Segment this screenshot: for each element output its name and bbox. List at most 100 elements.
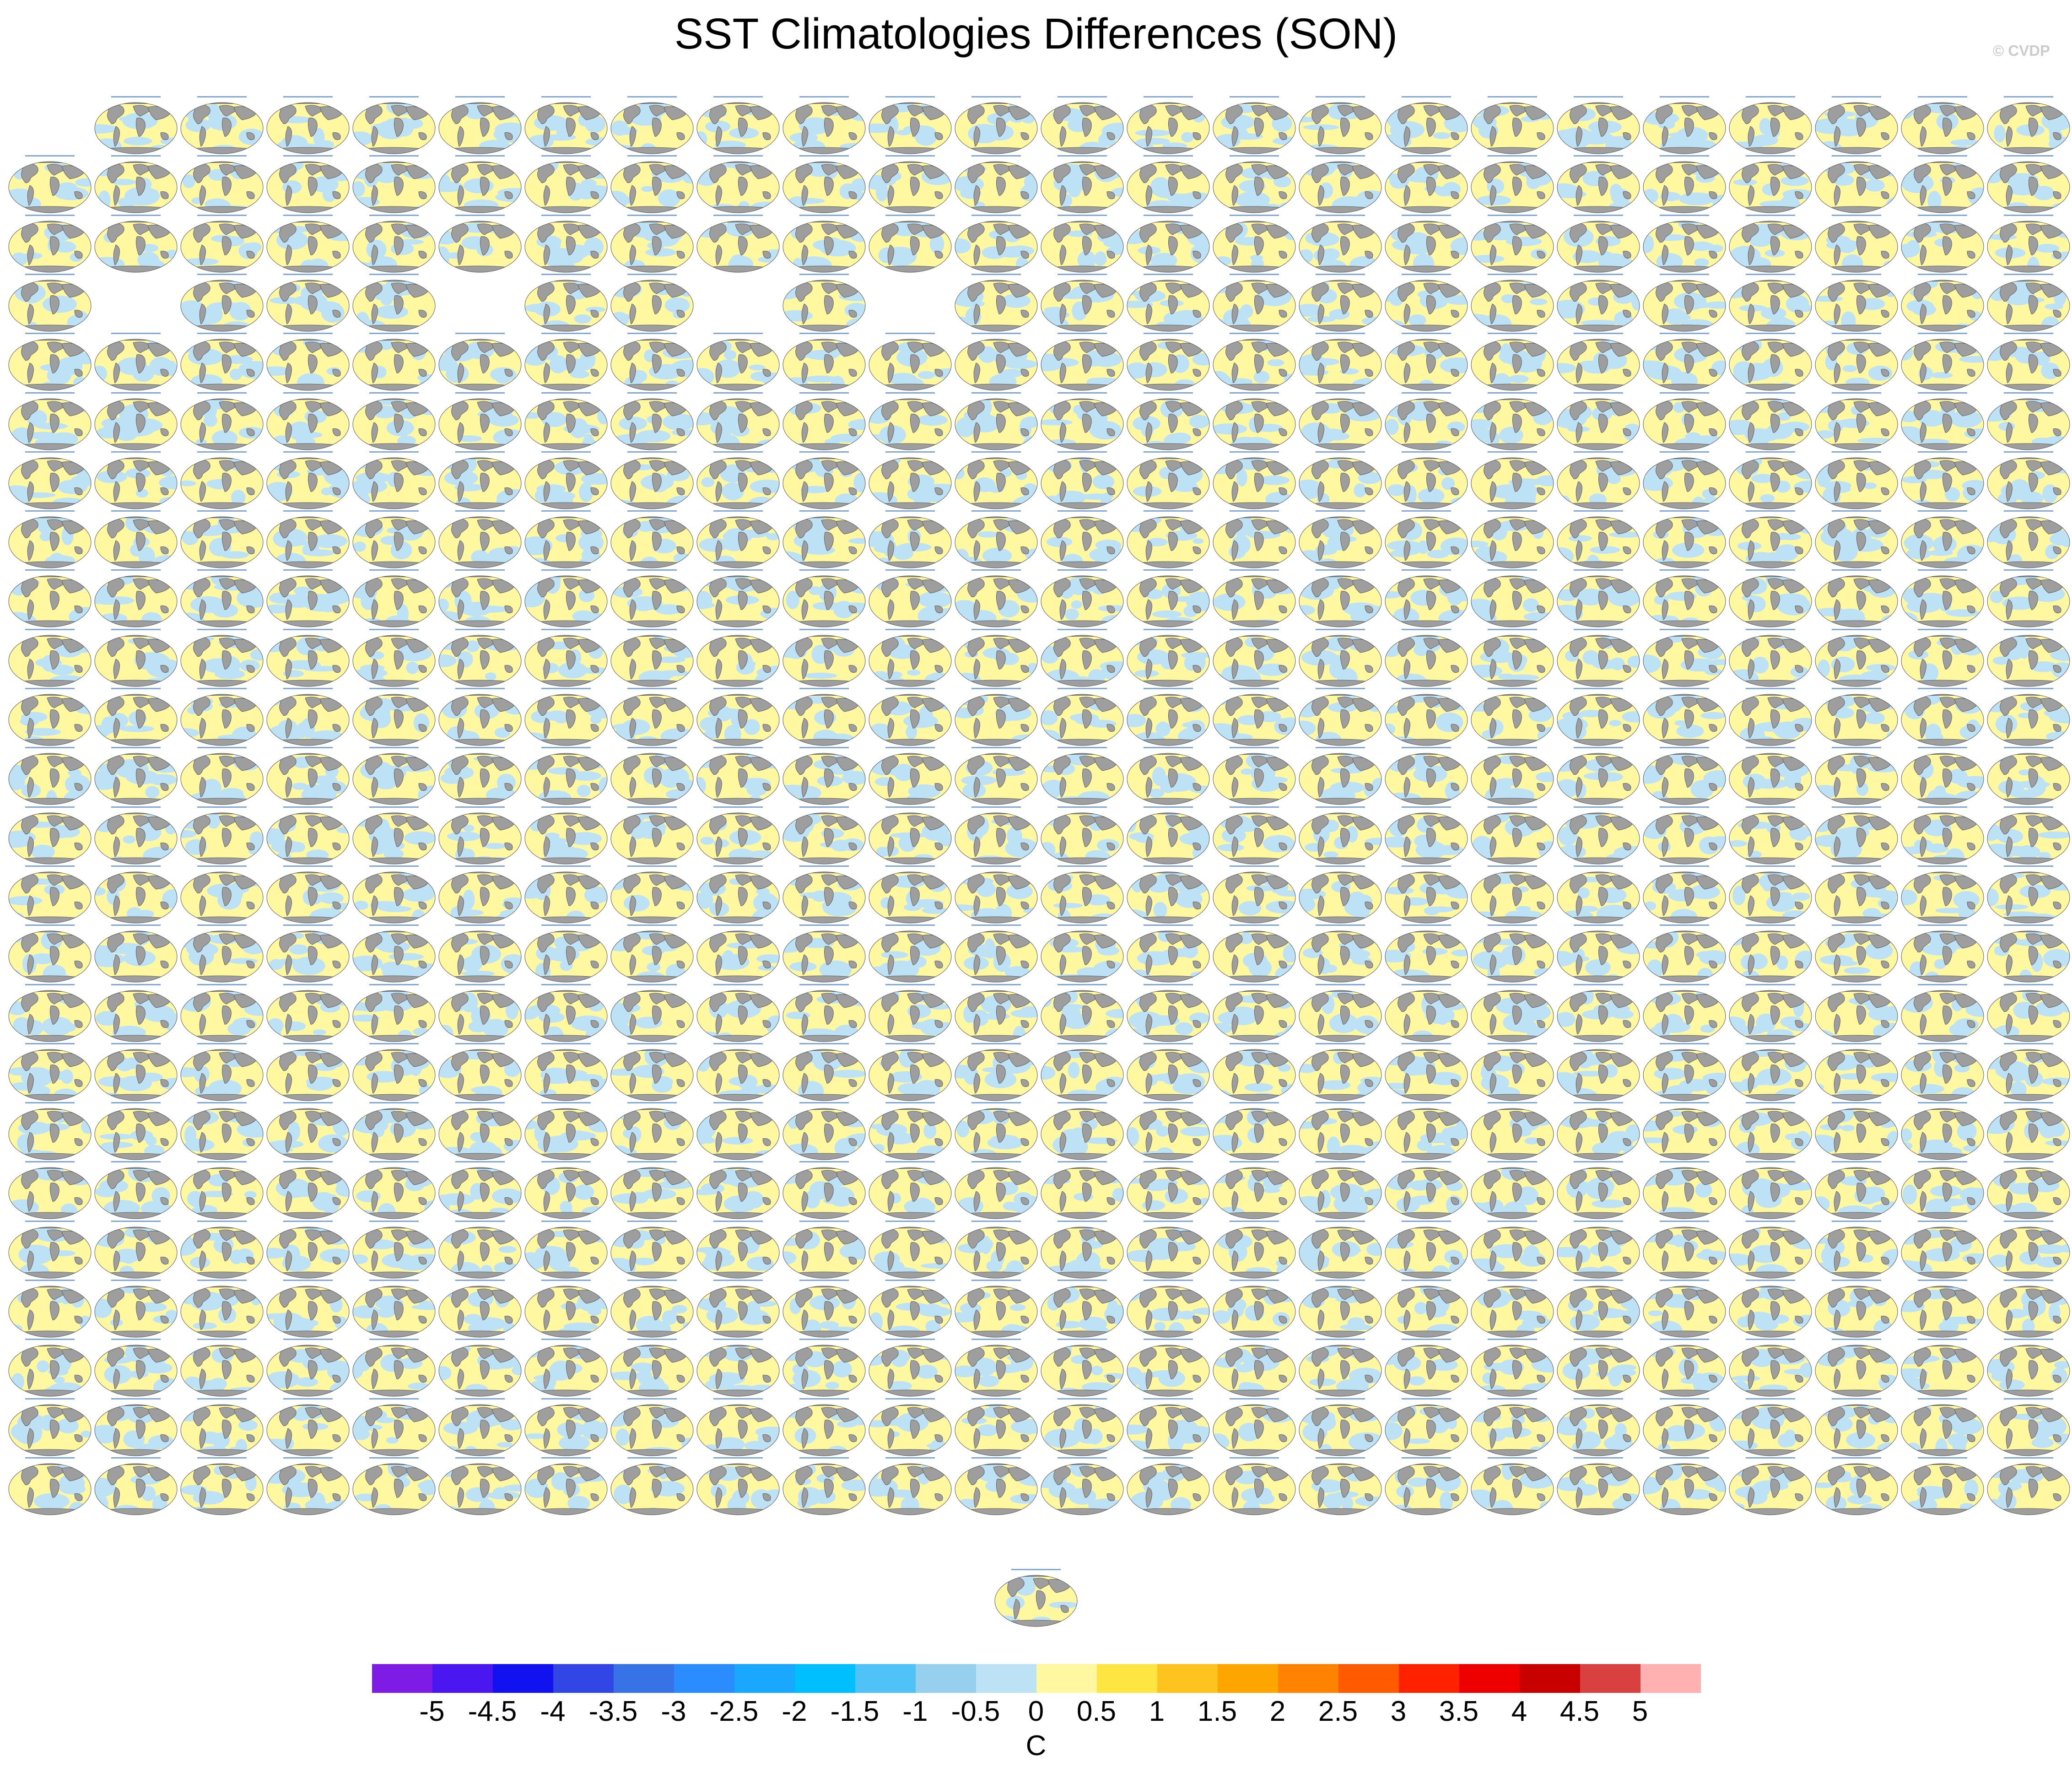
world-map-icon bbox=[94, 221, 178, 273]
map-panel bbox=[1383, 924, 1469, 984]
panel-title bbox=[437, 1337, 523, 1342]
panel-title bbox=[523, 1455, 609, 1461]
map-panel bbox=[1039, 1280, 1125, 1339]
world-map-icon bbox=[1729, 753, 1812, 805]
panel-title bbox=[7, 686, 93, 692]
map-panel bbox=[93, 1161, 179, 1221]
map-panel bbox=[781, 569, 867, 629]
map-panel bbox=[609, 214, 695, 274]
map-panel bbox=[265, 806, 351, 866]
colorbar-box bbox=[1640, 1664, 1701, 1693]
panel-title bbox=[437, 1159, 523, 1165]
world-map-icon bbox=[1213, 990, 1296, 1042]
map-panel bbox=[1297, 806, 1383, 866]
map-panel bbox=[1469, 924, 1555, 984]
map-panel bbox=[867, 1457, 953, 1517]
panel-title bbox=[265, 331, 351, 336]
world-map-icon bbox=[1385, 102, 1468, 154]
world-map-icon bbox=[696, 753, 780, 805]
world-map-icon bbox=[8, 161, 92, 213]
panel-title bbox=[953, 508, 1039, 514]
panel-title bbox=[93, 508, 179, 514]
world-map-icon bbox=[438, 516, 522, 568]
world-map-icon bbox=[1127, 812, 1210, 865]
world-map-icon bbox=[869, 812, 952, 865]
map-panel bbox=[1641, 1043, 1727, 1102]
world-map-icon bbox=[1299, 753, 1382, 805]
map-panel bbox=[695, 628, 781, 688]
panel-title bbox=[351, 1219, 437, 1224]
map-panel bbox=[437, 1457, 523, 1517]
map-panel bbox=[1469, 333, 1555, 392]
map-panel bbox=[265, 333, 351, 392]
world-map-icon bbox=[782, 457, 866, 509]
map-panel bbox=[1211, 924, 1297, 984]
world-map-icon bbox=[180, 457, 264, 509]
panel-title bbox=[781, 982, 867, 988]
world-map-icon bbox=[438, 812, 522, 865]
world-map-icon bbox=[1643, 930, 1726, 983]
map-panel bbox=[953, 1220, 1039, 1280]
map-panel bbox=[609, 1339, 695, 1398]
world-map-icon bbox=[869, 1404, 952, 1456]
world-map-icon bbox=[955, 516, 1038, 568]
world-map-icon bbox=[266, 1404, 350, 1456]
panel-title bbox=[1383, 94, 1469, 100]
map-panel bbox=[351, 984, 437, 1043]
map-panel bbox=[1039, 984, 1125, 1043]
world-map-icon bbox=[352, 812, 436, 865]
map-panel bbox=[1899, 96, 1986, 156]
panel-title bbox=[609, 390, 695, 396]
panel-title bbox=[781, 272, 867, 277]
map-panel bbox=[1039, 1161, 1125, 1221]
panel-title bbox=[1211, 1219, 1297, 1224]
world-map-icon bbox=[610, 516, 694, 568]
panel-title bbox=[93, 1337, 179, 1342]
map-panel bbox=[1125, 1457, 1211, 1517]
map-panel bbox=[523, 569, 609, 629]
world-map-icon bbox=[955, 339, 1038, 391]
panel-title bbox=[1555, 1219, 1641, 1224]
map-panel bbox=[1555, 865, 1641, 925]
panel-title bbox=[1469, 1278, 1555, 1283]
world-map-icon bbox=[1471, 339, 1554, 391]
panel-title bbox=[1813, 1396, 1899, 1402]
map-panel bbox=[1383, 96, 1469, 156]
panel-title bbox=[1899, 864, 1986, 869]
map-panel bbox=[1641, 214, 1727, 274]
world-map-icon bbox=[352, 1463, 436, 1515]
map-panel bbox=[1727, 569, 1813, 629]
map-panel bbox=[1125, 1043, 1211, 1102]
world-map-icon bbox=[1041, 930, 1124, 983]
map-panel bbox=[1383, 865, 1469, 925]
world-map-icon bbox=[524, 990, 608, 1042]
map-panel bbox=[265, 688, 351, 747]
world-map-icon bbox=[1557, 930, 1640, 983]
map-panel bbox=[7, 1398, 93, 1458]
panel-title bbox=[1641, 627, 1727, 632]
panel-title bbox=[695, 390, 781, 396]
map-panel bbox=[1125, 273, 1211, 333]
world-map-icon bbox=[696, 575, 780, 627]
map-panel bbox=[1469, 510, 1555, 570]
panel-title bbox=[867, 213, 953, 218]
map-panel bbox=[1641, 96, 1727, 156]
world-map-icon bbox=[1299, 516, 1382, 568]
panel-title bbox=[523, 567, 609, 573]
world-map-icon bbox=[438, 457, 522, 509]
map-panel bbox=[695, 155, 781, 215]
panel-title bbox=[1727, 627, 1813, 632]
colorbar-tick-label: 3 bbox=[1390, 1696, 1407, 1727]
colorbar-tick-label: 1 bbox=[1149, 1696, 1165, 1727]
map-panel bbox=[523, 747, 609, 806]
panel-title bbox=[1383, 1455, 1469, 1461]
world-map-icon bbox=[1987, 1345, 2070, 1397]
map-panel bbox=[953, 984, 1039, 1043]
map-panel bbox=[351, 569, 437, 629]
panel-title bbox=[1813, 94, 1899, 100]
map-panel bbox=[351, 1102, 437, 1162]
panel-title bbox=[351, 1159, 437, 1165]
colorbar-box bbox=[1520, 1664, 1580, 1693]
panel-title bbox=[93, 1278, 179, 1283]
map-panel bbox=[1211, 333, 1297, 392]
